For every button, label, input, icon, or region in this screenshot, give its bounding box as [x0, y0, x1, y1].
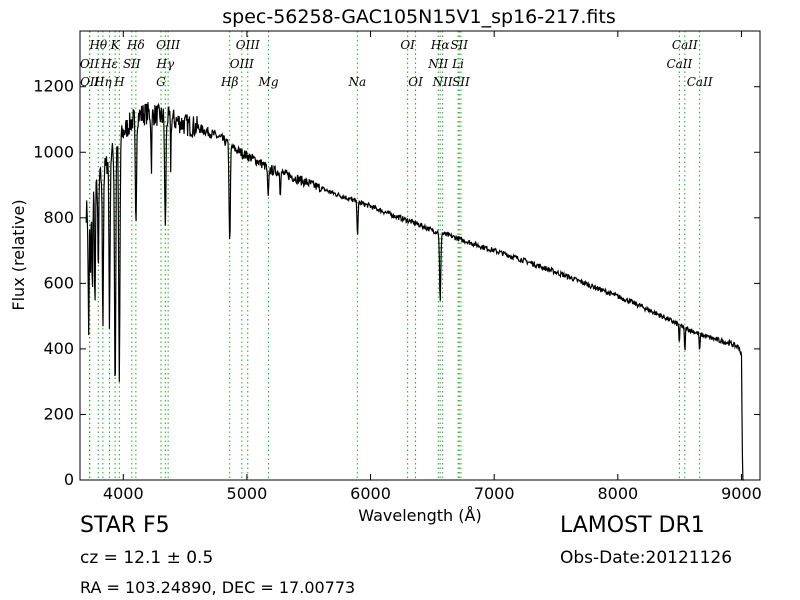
spectral-line-label: CaII [666, 57, 692, 71]
y-tick-label: 400 [43, 339, 74, 358]
x-tick-label: 4000 [103, 484, 144, 503]
y-tick-label: 1200 [33, 77, 74, 96]
spectral-line-label: NII [427, 57, 448, 71]
spectrum-line [85, 102, 744, 481]
y-tick-label: 600 [43, 273, 74, 292]
x-tick-label: 5000 [227, 484, 268, 503]
spectral-line-label: Hγ [155, 57, 174, 71]
y-tick-label: 1000 [33, 142, 74, 161]
x-tick-label: 6000 [350, 484, 391, 503]
spectral-line-label: CaII [672, 38, 698, 52]
object-class: STAR F5 [80, 513, 170, 538]
spectral-line-label: G [156, 75, 166, 89]
spectral-line-label: K [110, 38, 121, 52]
y-tick-label: 0 [64, 470, 74, 489]
x-tick-label: 7000 [474, 484, 515, 503]
y-tick-label: 800 [43, 208, 74, 227]
x-axis-label: Wavelength (Å) [358, 506, 481, 525]
spectral-line-label: OIII [156, 38, 180, 52]
y-axis-label: Flux (relative) [9, 199, 28, 310]
spectral-line-label: OIII [230, 57, 254, 71]
spectral-line-label: Hθ [88, 38, 107, 52]
spectral-line-label: SII [123, 57, 141, 71]
observation-date: Obs-Date:20121126 [560, 548, 733, 568]
y-tick-label: 200 [43, 404, 74, 423]
spectral-line-label: OII [80, 75, 100, 89]
spectral-line-label: Hδ [126, 38, 145, 52]
spectral-line-label: OI [408, 75, 423, 89]
spectral-line-label: Na [347, 75, 366, 89]
spectral-line-label: OII [80, 57, 100, 71]
chart-title: spec-56258-GAC105N15V1_sp16-217.fits [222, 6, 615, 28]
spectral-line-label: Hα [430, 38, 450, 52]
spectral-line-label: Li [451, 57, 464, 71]
spectral-line-label: Hε [100, 57, 118, 71]
spectral-line-label: OIII [236, 38, 260, 52]
survey-label: LAMOST DR1 [560, 513, 705, 538]
spectral-line-label: OI [400, 38, 415, 52]
line-markers [89, 31, 701, 480]
spectral-line-label: Mg [258, 75, 279, 89]
x-tick-label: 8000 [597, 484, 638, 503]
spectral-line-label: SII [450, 38, 468, 52]
x-tick-label: 9000 [721, 484, 762, 503]
axis-ticks: 4000 5000 6000 7000 8000 9000 0 200 400 600 800 100… [33, 31, 762, 503]
redshift-value: cz = 12.1 ± 0.5 [80, 548, 214, 568]
spectral-line-label: Hβ [220, 75, 238, 89]
plot-frame [79, 30, 761, 481]
spectral-line-label: CaII [687, 75, 713, 89]
spectral-line-label: NII [432, 75, 453, 89]
coordinates: RA = 103.24890, DEC = 17.00773 [80, 578, 356, 597]
spectral-line-label: Hη [93, 75, 112, 89]
spectral-line-label: H [113, 75, 125, 89]
spectral-line-label: SII [452, 75, 470, 89]
